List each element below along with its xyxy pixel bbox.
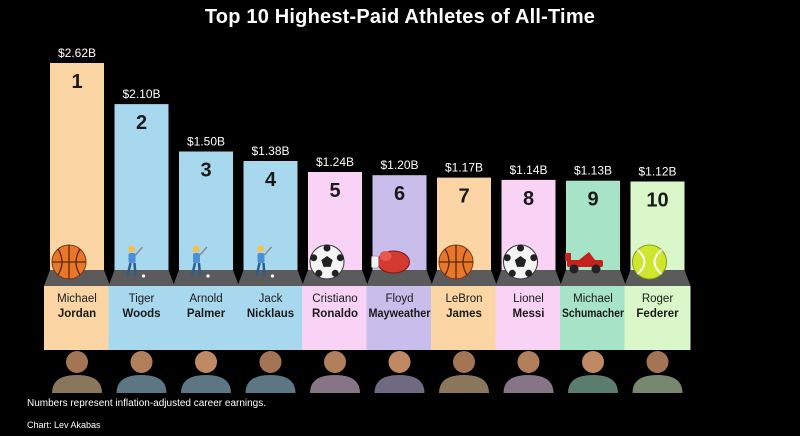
athlete-photo xyxy=(116,351,167,393)
bar-group: $1.24B 5 Cristiano Ronaldo xyxy=(302,155,368,393)
tick-label-last-name: James xyxy=(446,308,482,320)
athlete-photo xyxy=(52,351,102,393)
data-label: $1.14B xyxy=(509,163,547,177)
data-label: $1.13B xyxy=(574,164,612,178)
athlete-photo xyxy=(439,351,489,393)
bar-group: $1.20B 6 Floyd Mayweather xyxy=(366,158,433,393)
basketball-icon xyxy=(438,244,474,280)
rank-label: 2 xyxy=(136,112,147,134)
bar-floor xyxy=(108,270,175,286)
tick-label-first-name: Michael xyxy=(573,293,613,305)
rank-label: 7 xyxy=(458,186,469,208)
bar-floor xyxy=(560,270,626,286)
racing-icon xyxy=(565,252,603,274)
tick-label-last-name: Jordan xyxy=(58,308,96,320)
name-card xyxy=(302,286,368,350)
bar-group: $1.17B 7 LeBron James xyxy=(431,161,497,393)
name-card xyxy=(237,286,304,350)
rank-label: 6 xyxy=(394,183,405,205)
tick-label-first-name: Roger xyxy=(642,293,673,305)
boxing-icon xyxy=(371,250,410,274)
athlete-photo xyxy=(245,351,296,393)
tick-label-first-name: Tiger xyxy=(129,293,155,305)
footnote: Numbers represent inflation-adjusted car… xyxy=(27,398,267,409)
athlete-photo xyxy=(374,351,425,393)
bar xyxy=(179,151,233,270)
soccer-icon xyxy=(309,244,345,280)
data-label: $1.38B xyxy=(251,144,289,158)
bar-group: $1.12B 10 Roger Federer xyxy=(624,165,691,393)
golf-icon xyxy=(126,245,146,278)
athlete-photo xyxy=(310,351,360,393)
athlete-photo xyxy=(632,351,683,393)
tick-label-last-name: Messi xyxy=(513,308,545,320)
chart-title: Top 10 Highest-Paid Athletes of All-Time xyxy=(204,6,596,28)
tick-label-last-name: Schumacher xyxy=(562,308,624,320)
name-card xyxy=(495,286,562,350)
tick-label-first-name: Floyd xyxy=(385,293,413,305)
tick-label-last-name: Ronaldo xyxy=(312,308,358,320)
bar xyxy=(50,63,104,270)
data-label: $1.24B xyxy=(316,155,354,169)
rank-label: 9 xyxy=(587,189,598,211)
bar xyxy=(114,104,169,270)
data-label: $1.17B xyxy=(445,161,483,175)
bar-floor xyxy=(366,270,433,286)
rank-label: 8 xyxy=(523,188,534,210)
tick-label-last-name: Nicklaus xyxy=(247,308,294,320)
rank-label: 5 xyxy=(329,180,340,202)
tick-label-first-name: LeBron xyxy=(445,293,482,305)
name-card xyxy=(624,286,691,350)
basketball-icon xyxy=(51,244,87,280)
rank-label: 10 xyxy=(646,190,668,212)
bar xyxy=(566,180,620,270)
bar-floor xyxy=(237,270,304,286)
rank-label: 4 xyxy=(265,169,277,191)
tick-label-first-name: Jack xyxy=(259,293,283,305)
tick-label-first-name: Michael xyxy=(57,293,97,305)
golf-icon xyxy=(190,245,210,278)
data-label: $1.20B xyxy=(380,158,418,172)
rank-label: 1 xyxy=(71,71,82,93)
athlete-photo xyxy=(568,351,618,393)
name-card xyxy=(431,286,497,350)
data-label: $1.50B xyxy=(187,135,225,149)
bar-group: $2.62B 1 Michael Jordan xyxy=(44,46,110,393)
bar-group: $1.50B 3 Arnold Palmer xyxy=(173,135,239,393)
name-card xyxy=(44,286,110,350)
athlete-photo xyxy=(503,351,554,393)
tick-label-first-name: Lionel xyxy=(513,293,544,305)
tick-label-first-name: Cristiano xyxy=(312,293,357,305)
soccer-icon xyxy=(503,244,538,280)
data-label: $1.12B xyxy=(638,165,676,179)
name-card xyxy=(108,286,175,350)
data-label: $2.62B xyxy=(58,46,96,60)
data-label: $2.10B xyxy=(122,87,160,101)
tick-label-last-name: Mayweather xyxy=(369,308,431,320)
bar xyxy=(243,161,298,270)
tennis-icon xyxy=(632,244,667,280)
bar-group: $2.10B 2 Tiger Woods xyxy=(108,87,175,393)
tick-label-last-name: Woods xyxy=(122,308,160,320)
name-card xyxy=(366,286,433,350)
rank-label: 3 xyxy=(200,160,211,182)
bar-group: $1.14B 8 Lionel Messi xyxy=(495,163,562,393)
chart-credit: Chart: Lev Akabas xyxy=(27,420,101,430)
athlete-photo xyxy=(181,351,231,393)
tick-label-last-name: Palmer xyxy=(187,308,226,320)
tick-label-first-name: Arnold xyxy=(189,293,222,305)
name-card xyxy=(173,286,239,350)
bar-group: $1.38B 4 Jack Nicklaus xyxy=(237,144,304,393)
name-card xyxy=(560,286,626,350)
bar-group: $1.13B 9 Michael Schumacher xyxy=(560,164,626,393)
bar-floor xyxy=(173,270,239,286)
tick-label-last-name: Federer xyxy=(636,308,679,320)
golf-icon xyxy=(255,245,275,278)
